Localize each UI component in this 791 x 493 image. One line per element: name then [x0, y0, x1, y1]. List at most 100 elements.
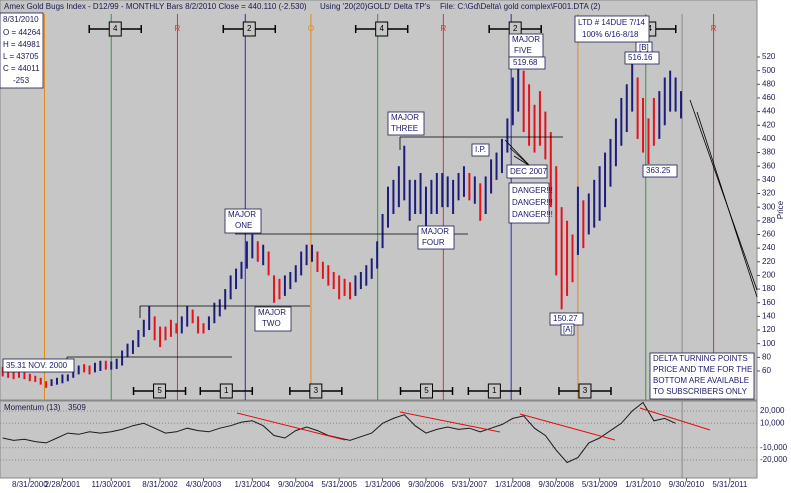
annotation: LTD # 14DUE 7/14 [578, 18, 646, 27]
cycle-label: 5 [157, 386, 162, 395]
annotation: 35.31 NOV. 2000 [6, 361, 68, 370]
price-bar [332, 272, 335, 290]
price-bar [522, 70, 525, 133]
price-bar [61, 374, 64, 384]
y-tick-label: 120 [762, 325, 776, 334]
price-bar [609, 138, 612, 187]
price-bar [164, 326, 167, 341]
price-bar [620, 97, 623, 146]
trend-lines [66, 99, 758, 441]
annotation: DANGER!!! [512, 210, 553, 219]
price-bar [45, 381, 48, 388]
info-line: L = 43705 [3, 52, 39, 61]
price-bar [533, 104, 536, 153]
cycle-box [578, 383, 592, 399]
y-tick-label: 380 [762, 148, 776, 157]
price-bar [197, 316, 200, 334]
price-bar [207, 316, 210, 331]
y-tick-label: 420 [762, 120, 776, 129]
price-bar [213, 302, 216, 324]
momentum-trend [519, 413, 616, 441]
x-tick-label: 8/31/2002 [142, 480, 178, 489]
price-bar [349, 282, 352, 300]
price-bar [506, 118, 509, 153]
annotation: 363.25 [646, 166, 671, 175]
x-tick-label: 5/31/2007 [452, 480, 488, 489]
momentum-trend [639, 407, 711, 431]
price-bar [680, 91, 683, 119]
price-bar [370, 258, 373, 279]
annotation: MAJOR [512, 35, 540, 44]
y-tick-label: 180 [762, 284, 776, 293]
price-bar [484, 176, 487, 214]
price-bar [495, 152, 498, 180]
price-bar [93, 362, 96, 373]
y-tick-label: 360 [762, 161, 776, 170]
axes-layer: 6080100120140160180200220240260280300320… [12, 21, 788, 489]
price-bar [83, 364, 86, 373]
annotation-box [506, 164, 548, 179]
annotation-box [574, 15, 650, 43]
pointer-line [513, 155, 531, 167]
price-bar [566, 220, 569, 296]
price-bar [218, 299, 221, 317]
price-bar [576, 186, 579, 255]
cycle-label: 2 [247, 24, 252, 33]
annotation-box [508, 56, 546, 70]
annotation: FIVE [514, 46, 532, 55]
price-bar [229, 275, 232, 300]
price-bar [397, 166, 400, 208]
price-bar [126, 343, 129, 358]
x-tick-label: 4/30/2003 [186, 480, 222, 489]
price-bar [28, 373, 31, 382]
y-axis-label: Price [776, 200, 785, 219]
annotation: TO SUBSCRIBERS ONLY [653, 387, 748, 396]
annotation: MAJOR [391, 113, 419, 122]
cycle-label: 2 [513, 24, 518, 33]
price-bar [636, 77, 639, 139]
price-bar [66, 374, 69, 382]
y-tick-label: 440 [762, 107, 776, 116]
y-tick-label: 260 [762, 230, 776, 239]
x-tick-label: 9/30/2008 [538, 480, 574, 489]
annotation-box [254, 306, 292, 332]
cycle-label: 3 [583, 386, 588, 395]
x-tick-label: 1/31/2006 [365, 480, 401, 489]
y-tick-label: 20,000 [760, 406, 785, 415]
annotation: PRICE AND TME FOR THE [653, 365, 752, 374]
price-bar [441, 173, 444, 208]
price-bar [386, 186, 389, 228]
price-bar [560, 207, 563, 310]
price-bar [34, 375, 37, 382]
price-bar [191, 309, 194, 324]
annotation: MAJOR [421, 227, 449, 236]
momentum-title: Momentum (13) [4, 403, 61, 412]
price-bar [571, 234, 574, 283]
cycle-label: O [308, 24, 314, 33]
price-panel [0, 0, 758, 401]
info-box: 8/31/2010 O = 44264 H = 44981 L = 43705 … [0, 12, 44, 89]
price-bar [72, 369, 75, 378]
annotations: MAJOR ONE MAJOR TWO MAJOR THREE MAJOR FO… [2, 15, 755, 400]
cycle-label: R [175, 24, 181, 33]
price-bar [414, 179, 417, 214]
price-bar [202, 323, 205, 334]
price-bar [321, 261, 324, 279]
x-tick-label: 5/31/2011 [712, 480, 748, 489]
price-bar [311, 244, 314, 262]
cycle-label: 1 [224, 386, 229, 395]
x-tick-label: 1/31/2008 [495, 480, 531, 489]
price-bar [343, 278, 346, 296]
price-bar [169, 319, 172, 337]
price-bar [327, 265, 330, 286]
info-frame [0, 12, 44, 89]
annotation: DANGER!!! [512, 186, 553, 195]
annotation: THREE [391, 124, 418, 133]
annotation-box [649, 352, 755, 400]
price-bar [674, 77, 677, 112]
price-bar [115, 358, 118, 369]
price-bar [614, 118, 617, 167]
price-bar [354, 275, 357, 296]
price-bar [175, 323, 178, 334]
